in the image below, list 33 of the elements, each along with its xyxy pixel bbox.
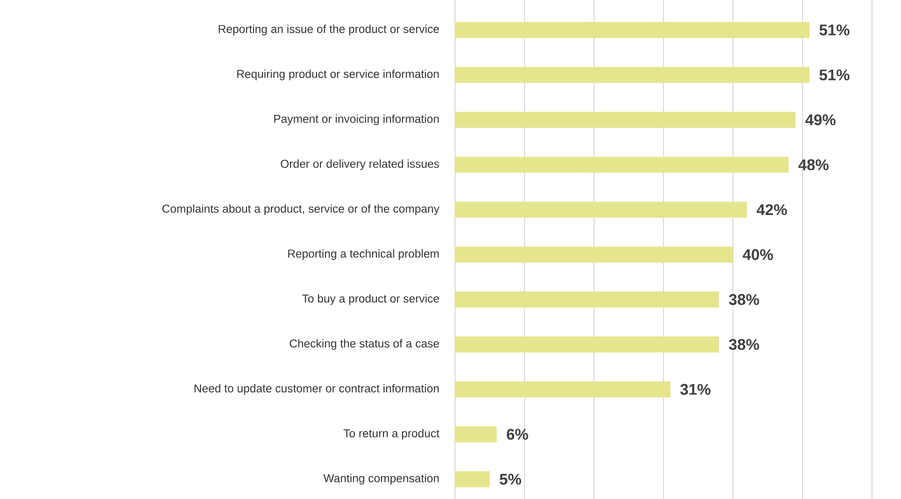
- bar: [455, 292, 720, 308]
- bar: [455, 426, 497, 442]
- y-tick-label: Reporting a technical problem: [288, 249, 439, 260]
- data-label: 49%: [805, 114, 836, 126]
- y-tick-label: To buy a product or service: [302, 294, 439, 305]
- data-label: 51%: [819, 69, 850, 80]
- y-tick-label: Payment or invoicing information: [274, 114, 439, 126]
- data-label: 31%: [680, 384, 710, 395]
- data-label: 6%: [506, 428, 528, 440]
- bar: [455, 471, 490, 488]
- data-label: 40%: [742, 249, 774, 260]
- y-tick-label: Wanting compensation: [323, 474, 439, 485]
- bar: [455, 66, 810, 83]
- y-tick-label: Need to update customer or contract information: [194, 384, 439, 395]
- data-label: 42%: [756, 204, 787, 216]
- data-label: 5%: [500, 474, 522, 485]
- bar: [455, 202, 747, 218]
- y-tick-label: Order or delivery related issues: [280, 159, 440, 170]
- y-tick-label: Reporting an issue of the product or service: [218, 24, 439, 36]
- bar: [455, 336, 720, 352]
- data-label: 51%: [819, 24, 850, 36]
- y-tick-label: Checking the status of a case: [290, 339, 439, 350]
- bar: [455, 381, 670, 398]
- data-label: 38%: [728, 294, 760, 306]
- y-tick-label: Complaints about a product, service or of the company: [162, 204, 440, 216]
- data-label: 38%: [728, 338, 760, 350]
- bar: [455, 246, 734, 263]
- y-tick-label: Requiring product or service information: [237, 70, 439, 80]
- data-label: 48%: [798, 159, 829, 170]
- y-tick-label: To return a product: [344, 428, 440, 440]
- bar: [455, 112, 796, 128]
- bar: [455, 22, 810, 38]
- bar: [455, 156, 789, 173]
